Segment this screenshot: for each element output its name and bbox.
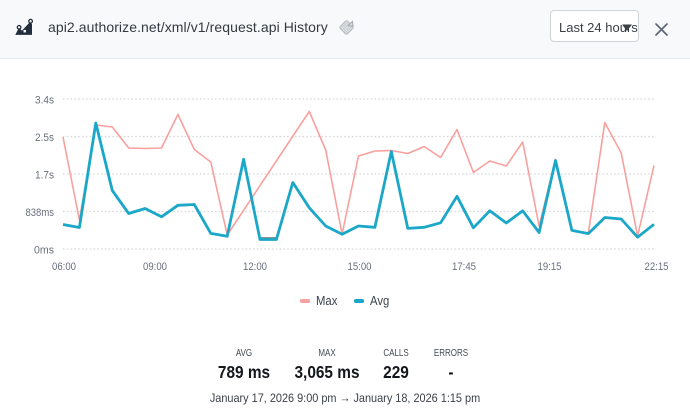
svg-text:09:00: 09:00 xyxy=(143,261,167,273)
svg-text:3.4s: 3.4s xyxy=(35,94,54,106)
svg-text:0ms: 0ms xyxy=(34,244,54,256)
svg-text:06:00: 06:00 xyxy=(52,261,76,273)
svg-text:22:15: 22:15 xyxy=(645,261,669,273)
svg-text:2.5s: 2.5s xyxy=(35,132,54,144)
svg-text:838ms: 838ms xyxy=(26,207,55,219)
svg-text:19:15: 19:15 xyxy=(538,261,562,273)
svg-text:17:45: 17:45 xyxy=(452,261,476,273)
svg-text:1.7s: 1.7s xyxy=(35,169,54,181)
svg-text:15:00: 15:00 xyxy=(348,261,372,273)
svg-text:12:00: 12:00 xyxy=(243,261,267,273)
